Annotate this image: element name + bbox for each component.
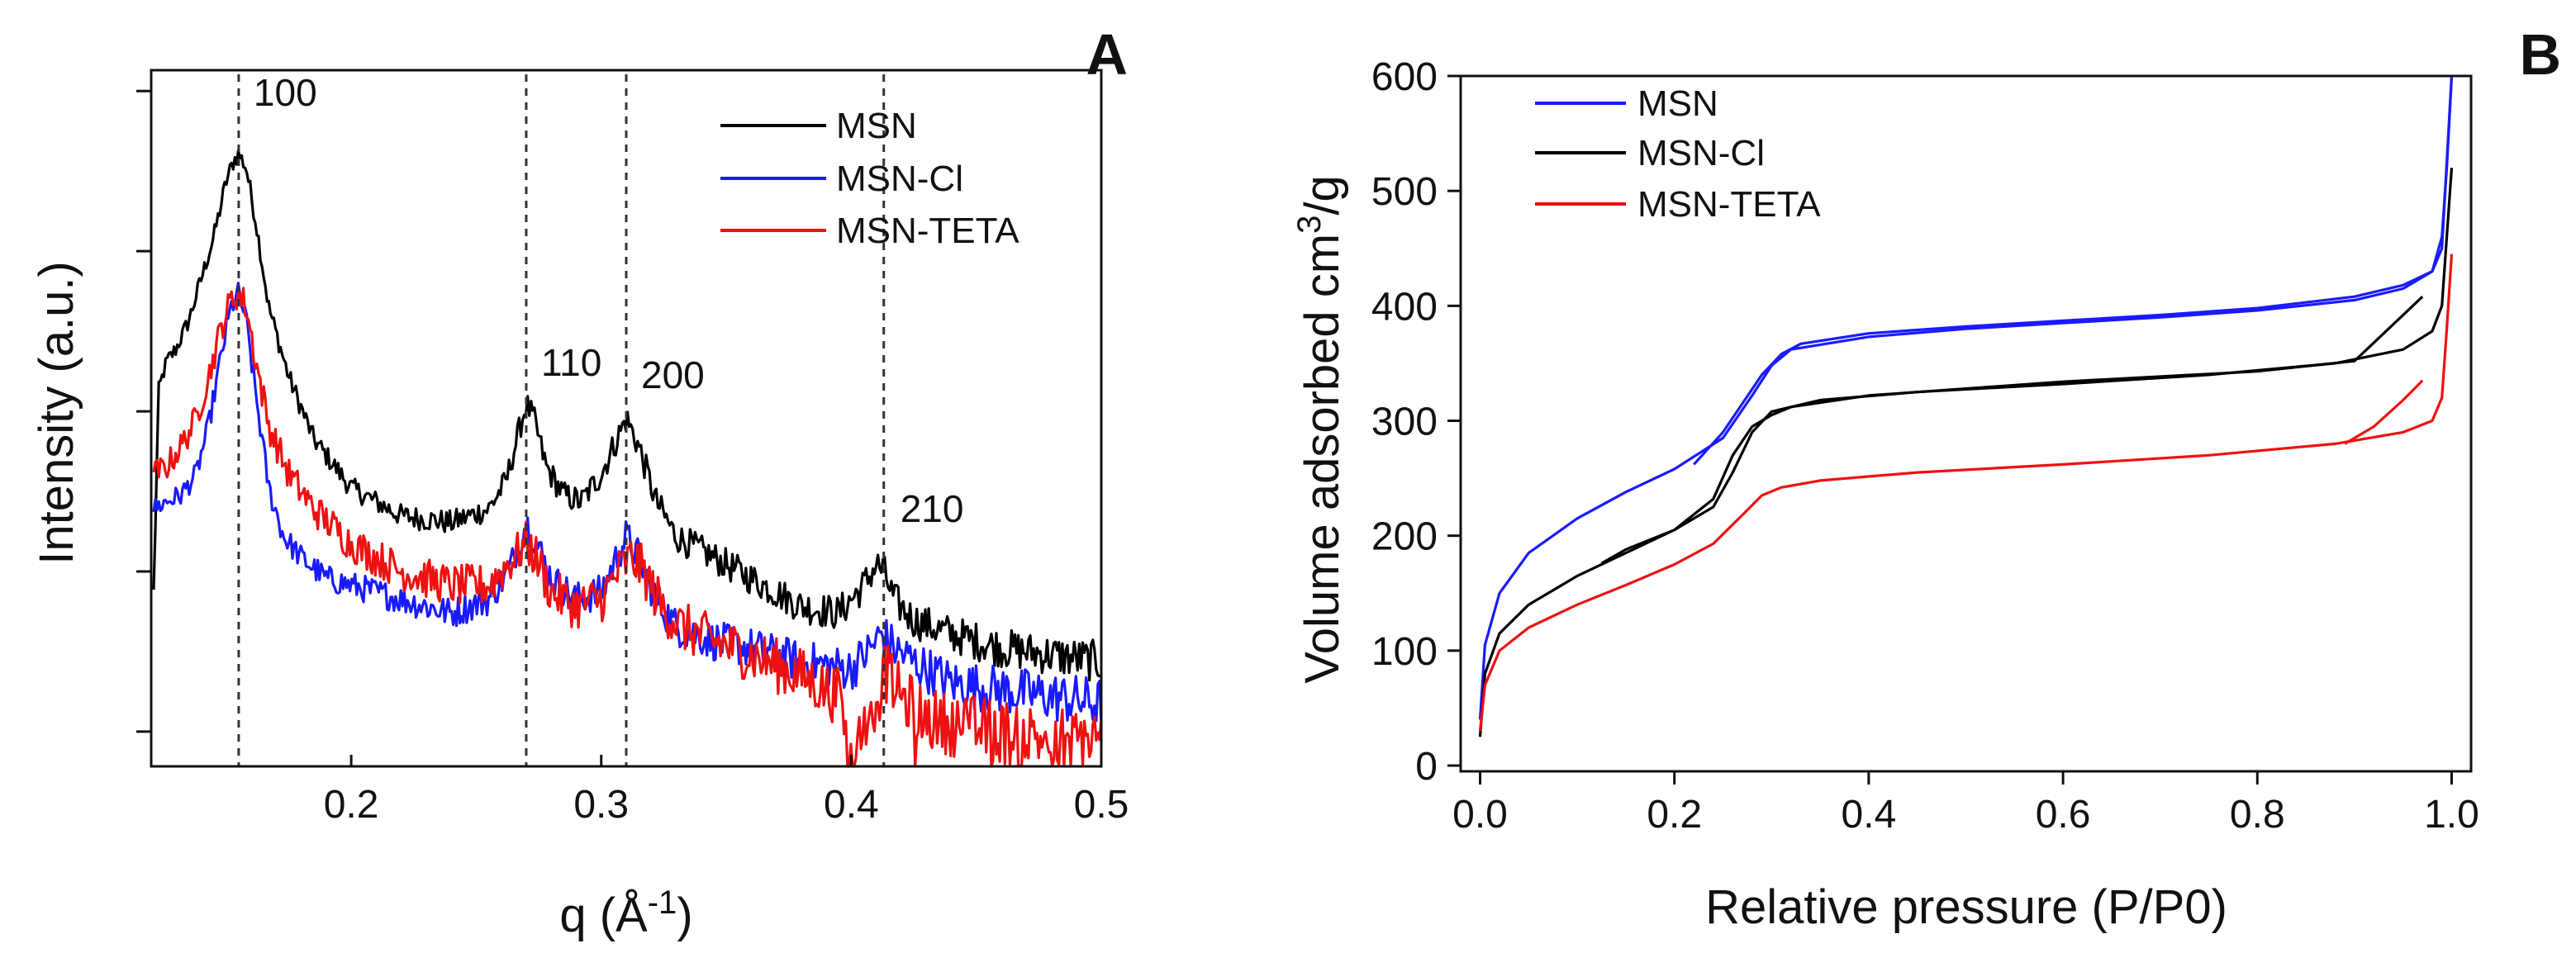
y-tick-label: 500: [1371, 170, 1438, 214]
series-adsorption-msn-cl: [1478, 168, 2454, 737]
panel-b-x-axis-label: Relative pressure (P/P0): [1705, 880, 2227, 934]
legend-label-msn-teta: MSN-TETA: [836, 211, 1019, 251]
legend-label-msn: MSN: [836, 106, 917, 146]
panel-a-x-ticks: 0.2 0.3 0.4 0.5: [324, 755, 1129, 827]
peak-label-200: 200: [641, 353, 705, 396]
y-tick-label: 100: [1371, 630, 1438, 674]
x-tick-label: 0.8: [2230, 793, 2285, 837]
x-tick-label: 0.2: [324, 783, 379, 827]
legend-label-msn-cl: MSN-Cl: [1637, 133, 1765, 173]
x-tick-label: 0.3: [573, 783, 629, 827]
panel-b-y-ticks: 0 100 200 300 400 500 600: [1371, 55, 1461, 789]
x-tick-label: 0.0: [1452, 793, 1508, 837]
series-desorption-msn-cl: [1600, 296, 2424, 565]
y-tick-label: 600: [1371, 55, 1438, 99]
panel-a-legend: MSN MSN-Cl MSN-TETA: [720, 106, 1019, 251]
y-tick-label: 0: [1415, 745, 1438, 789]
panel-b-legend: MSN MSN-Cl MSN-TETA: [1535, 83, 1821, 225]
peak-label-100: 100: [254, 71, 317, 114]
legend-label-msn-teta: MSN-TETA: [1637, 184, 1821, 225]
legend-label-msn: MSN: [1637, 83, 1718, 124]
panel-a-xrd-chart: 100 110 200 210 0.2 0.3 0.4 0.5 Intensity (a.u…: [30, 22, 1129, 942]
x-tick-label: 0.5: [1074, 783, 1129, 827]
series-adsorption-msn-teta: [1478, 254, 2454, 732]
panel-a-plot-frame: [150, 69, 1103, 768]
x-tick-label: 0.4: [824, 783, 879, 827]
y-tick-label: 200: [1371, 515, 1438, 559]
legend-label-msn-cl: MSN-Cl: [836, 159, 963, 199]
series-desorption-msn-teta: [2344, 379, 2424, 445]
panel-b-label: B: [2519, 22, 2561, 87]
panel-a-y-ticks: [136, 89, 151, 733]
peak-label-110: 110: [541, 341, 601, 384]
panel-b-x-ticks: 0.0 0.2 0.4 0.6 0.8 1.0: [1452, 771, 2479, 837]
panel-b-plot-frame: [1459, 74, 2473, 773]
series-desorption-msn: [1693, 75, 2454, 466]
panel-b-series-group: [1478, 75, 2454, 737]
x-tick-label: 0.6: [2036, 793, 2091, 837]
panel-a-x-axis-label: q (Å-1): [559, 884, 692, 942]
y-tick-label: 400: [1371, 285, 1438, 329]
peak-label-210: 210: [901, 487, 964, 530]
panel-a-y-axis-label: Intensity (a.u.): [30, 261, 83, 564]
series-adsorption-msn: [1478, 75, 2454, 720]
series-line-msn-teta: [152, 287, 1103, 768]
y-tick-label: 300: [1371, 401, 1438, 444]
x-tick-label: 0.4: [1842, 793, 1897, 837]
panel-a-peak-lines: 100 110 200 210: [237, 71, 964, 766]
panel-a-label: A: [1086, 22, 1128, 87]
x-tick-label: 0.2: [1647, 793, 1702, 837]
panel-b-isotherm-chart: 0.0 0.2 0.4 0.6 0.8 1.0 0 100 200 300 400 500 600 V…: [1291, 22, 2561, 934]
x-tick-label: 1.0: [2424, 793, 2479, 837]
panel-b-y-axis-label: Volume adsorbed cm3/g: [1291, 175, 1349, 683]
